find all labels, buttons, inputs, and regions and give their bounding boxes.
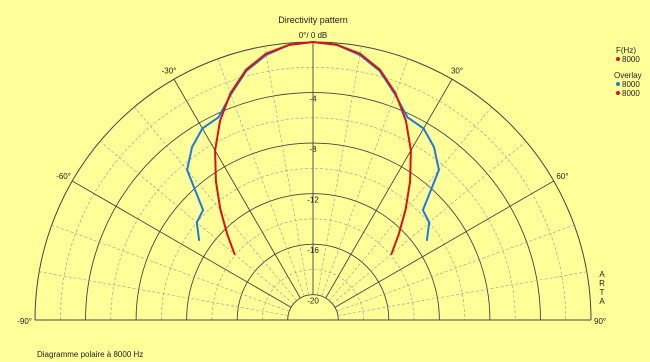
angle-tick-label: -60° bbox=[56, 172, 71, 181]
angle-tick-label: 60° bbox=[556, 172, 568, 181]
legend-overlay-value-2: 8000 bbox=[622, 89, 640, 98]
data-point bbox=[394, 92, 397, 95]
grid-spoke-minor bbox=[321, 58, 409, 297]
grid-spoke-minor bbox=[264, 46, 309, 296]
radial-tick-label: 0°/ 0 dB bbox=[299, 31, 328, 40]
data-point bbox=[201, 127, 204, 130]
arta-letter: R bbox=[599, 279, 605, 288]
data-point bbox=[426, 239, 428, 242]
grid-ring-minor bbox=[211, 218, 415, 321]
arta-letter: T bbox=[599, 288, 605, 297]
data-point bbox=[245, 68, 247, 71]
data-point bbox=[433, 146, 435, 148]
data-point bbox=[191, 146, 193, 148]
grid-spoke-major bbox=[72, 180, 292, 308]
grid-spoke-minor bbox=[329, 106, 492, 301]
angle-tick-label: -90° bbox=[17, 317, 32, 326]
arta-letter: A bbox=[599, 297, 605, 306]
caption: Diagramme polaire à 8000 Hz bbox=[37, 350, 144, 359]
radial-tick-label: -16 bbox=[307, 246, 319, 255]
arta-letter: A bbox=[599, 270, 605, 279]
data-point bbox=[406, 116, 409, 119]
legend: F(Hz) 8000 Overlay 8000 8000 bbox=[614, 46, 642, 98]
grid-ring-minor bbox=[161, 168, 465, 321]
axis-labels: 0°/ 0 dB -4 -8 -12 -16 -20 -90° -60° -30° 30° 60° 9… bbox=[17, 31, 606, 326]
grid-ring-major bbox=[287, 294, 339, 321]
data-point bbox=[219, 208, 222, 211]
grid-spoke-minor bbox=[217, 58, 305, 297]
grid-spoke-major bbox=[173, 79, 301, 299]
legend-freq-value: 8000 bbox=[622, 55, 640, 64]
data-point bbox=[422, 209, 424, 211]
data-point bbox=[196, 221, 198, 224]
angle-tick-label: -30° bbox=[162, 67, 177, 76]
grid-spoke-minor bbox=[134, 106, 297, 301]
data-point bbox=[428, 221, 430, 224]
arta-watermark: A R T A bbox=[598, 270, 606, 306]
angle-tick-label: 30° bbox=[451, 67, 463, 76]
data-point bbox=[202, 209, 204, 211]
data-point bbox=[233, 253, 236, 256]
grid-spoke-major bbox=[334, 180, 554, 308]
radial-tick-label: -8 bbox=[309, 145, 317, 154]
legend-freq-item: 8000 bbox=[616, 55, 642, 64]
data-point bbox=[359, 52, 361, 55]
legend-overlay-value-1: 8000 bbox=[622, 80, 640, 89]
data-point bbox=[390, 253, 393, 256]
data-point bbox=[214, 149, 216, 152]
legend-freq-header: F(Hz) bbox=[616, 46, 636, 55]
data-point bbox=[198, 239, 200, 242]
legend-dot-red bbox=[616, 91, 620, 95]
data-point bbox=[409, 180, 411, 183]
data-point bbox=[226, 233, 229, 236]
legend-dot-blue bbox=[616, 82, 620, 86]
grid-spoke-minor bbox=[336, 224, 575, 312]
series-layer bbox=[186, 41, 440, 256]
data-point bbox=[379, 68, 381, 71]
data-point bbox=[405, 119, 407, 122]
radial-tick-label: -20 bbox=[307, 297, 319, 306]
data-point bbox=[265, 52, 267, 55]
grid-ring-minor bbox=[262, 269, 364, 321]
data-point bbox=[410, 149, 412, 152]
data-point bbox=[312, 41, 314, 43]
grid-spoke-minor bbox=[51, 224, 290, 312]
data-point bbox=[229, 92, 232, 95]
grid-spoke-minor bbox=[317, 46, 362, 296]
legend-overlay-item: 8000 bbox=[616, 80, 642, 89]
data-point bbox=[397, 233, 400, 236]
grid-spoke-major bbox=[325, 79, 453, 299]
data-point bbox=[215, 180, 217, 183]
grid-spoke-minor bbox=[337, 271, 587, 316]
data-point bbox=[422, 127, 425, 130]
data-point bbox=[186, 169, 188, 171]
legend-dot-red bbox=[616, 57, 620, 61]
data-point bbox=[404, 208, 407, 211]
radial-tick-label: -4 bbox=[309, 95, 317, 104]
legend-overlay-item: 8000 bbox=[616, 89, 642, 98]
data-point bbox=[217, 116, 220, 119]
grid-spoke-minor bbox=[39, 271, 289, 316]
data-point bbox=[336, 44, 338, 46]
data-point bbox=[288, 44, 290, 46]
chart-title: Directivity pattern bbox=[278, 15, 348, 25]
radial-tick-label: -12 bbox=[307, 196, 319, 205]
angle-tick-label: 90° bbox=[594, 317, 606, 326]
legend-overlay-header: Overlay bbox=[614, 71, 642, 80]
data-point bbox=[438, 169, 440, 171]
data-point bbox=[219, 119, 221, 122]
